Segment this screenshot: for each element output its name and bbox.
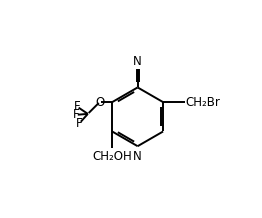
Text: N: N [133, 150, 142, 163]
Text: CH₂Br: CH₂Br [185, 96, 220, 109]
Text: F: F [73, 108, 79, 121]
Text: F: F [76, 117, 83, 129]
Text: O: O [96, 96, 105, 109]
Text: F: F [74, 100, 80, 113]
Text: CH₂OH: CH₂OH [92, 150, 132, 163]
Text: N: N [133, 55, 142, 68]
